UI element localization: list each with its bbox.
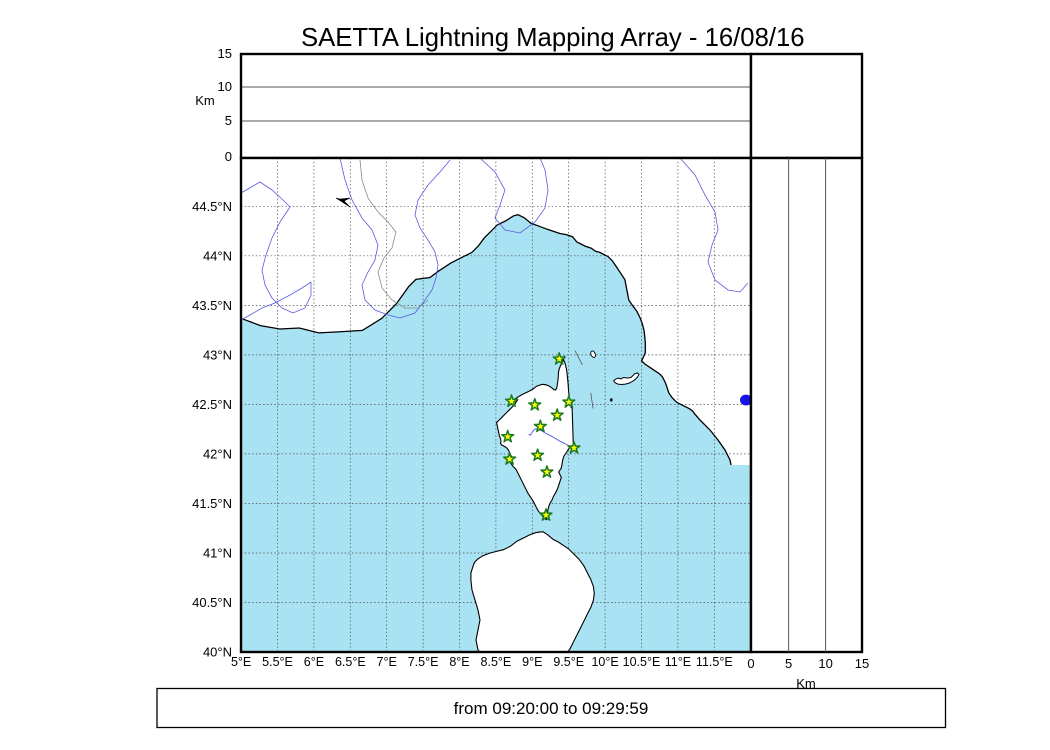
svg-text:43°N: 43°N [203,347,232,362]
svg-text:9°E: 9°E [522,655,542,669]
svg-text:42.5°N: 42.5°N [192,397,232,412]
svg-text:44°N: 44°N [203,248,232,263]
svg-text:10.5°E: 10.5°E [623,655,661,669]
svg-text:10: 10 [818,656,832,671]
svg-text:5: 5 [785,656,792,671]
svg-text:43.5°N: 43.5°N [192,298,232,313]
svg-text:41.5°N: 41.5°N [192,496,232,511]
svg-text:6.5°E: 6.5°E [335,655,366,669]
svg-text:6°E: 6°E [304,655,324,669]
svg-text:15: 15 [855,656,869,671]
svg-text:from 09:20:00 to 09:29:59: from 09:20:00 to 09:29:59 [454,699,649,718]
svg-text:Km: Km [195,93,215,108]
svg-text:42°N: 42°N [203,446,232,461]
svg-text:7°E: 7°E [377,655,397,669]
svg-text:11°E: 11°E [665,655,691,669]
svg-text:41°N: 41°N [203,546,232,561]
svg-text:5: 5 [225,113,232,128]
svg-text:10: 10 [218,79,232,94]
svg-text:5°E: 5°E [231,655,251,669]
svg-text:10°E: 10°E [591,655,618,669]
svg-text:0: 0 [225,149,232,164]
svg-text:5.5°E: 5.5°E [262,655,293,669]
svg-text:0: 0 [747,656,754,671]
svg-text:9.5°E: 9.5°E [553,655,584,669]
svg-text:7.5°E: 7.5°E [408,655,439,669]
svg-text:8°E: 8°E [449,655,469,669]
svg-text:40°N: 40°N [203,645,232,660]
svg-text:40.5°N: 40.5°N [192,595,232,610]
svg-text:8.5°E: 8.5°E [481,655,512,669]
svg-text:44.5°N: 44.5°N [192,199,232,214]
svg-text:15: 15 [218,46,232,61]
svg-text:11.5°E: 11.5°E [696,655,733,669]
